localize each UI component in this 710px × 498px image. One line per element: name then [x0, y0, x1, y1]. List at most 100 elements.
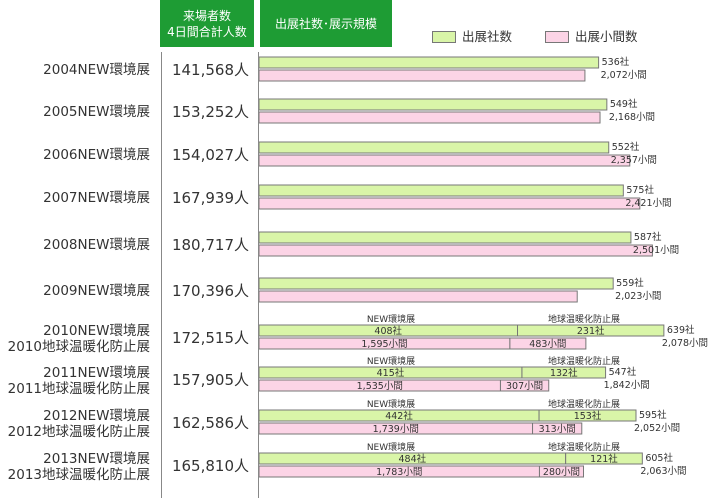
row-label-sub: 2010地球温暖化防止展 [8, 339, 150, 355]
visitors-value: 153,252人 [172, 103, 249, 121]
legend-companies-swatch [432, 31, 456, 43]
companies-total-label: 595社 [639, 409, 667, 421]
booths-bar-right [509, 337, 587, 350]
companies-left-value: 408社 [374, 325, 402, 337]
row-label: 2007NEW環境展 [43, 190, 150, 206]
segment-name-left: NEW環境展 [367, 441, 415, 453]
companies-bar-right [538, 409, 637, 422]
companies-left-value: 484社 [399, 453, 427, 465]
row-label-sub: 2013地球温暖化防止展 [8, 467, 150, 483]
row-label: 2005NEW環境展 [43, 104, 150, 120]
visitors-value: 170,396人 [172, 282, 249, 300]
visitors-value: 172,515人 [172, 329, 249, 347]
row-label: 2006NEW環境展 [43, 147, 150, 163]
companies-total-label: 639社 [667, 324, 695, 336]
segment-name-right: 地球温暖化防止展 [548, 355, 620, 367]
booths-total-label: 2,052小間 [634, 423, 680, 434]
booths-value-label: 2,421小間 [625, 198, 671, 209]
booths-bar [258, 290, 578, 303]
segment-name-left: NEW環境展 [367, 398, 415, 410]
booths-left-value: 1,783小間 [376, 467, 422, 478]
booths-bar [258, 69, 586, 82]
booths-bar [258, 154, 631, 167]
companies-bar [258, 141, 610, 154]
booths-bar-right [499, 379, 550, 392]
booths-right-value: 280小間 [543, 467, 580, 478]
companies-bar-right [565, 452, 643, 465]
booths-bar-right [532, 422, 583, 435]
visitors-column-header: 来場者数 4日間合計人数 [160, 0, 254, 47]
legend-companies: 出展社数 [432, 29, 512, 45]
booths-total-label: 2,063小間 [640, 466, 686, 477]
booths-value-label: 2,357小間 [611, 155, 657, 166]
bar-axis [258, 52, 259, 498]
companies-value-label: 575社 [626, 184, 654, 196]
companies-value-label: 559社 [616, 277, 644, 289]
row-label-sub: 2012地球温暖化防止展 [8, 424, 150, 440]
visitors-value: 157,905人 [172, 371, 249, 389]
companies-value-label: 536社 [602, 56, 630, 68]
companies-value-label: 549社 [610, 98, 638, 110]
booths-left-value: 1,535小間 [357, 381, 403, 392]
companies-bar [258, 231, 632, 244]
companies-bar-right [521, 366, 607, 379]
row-label: 2008NEW環境展 [43, 237, 150, 253]
companies-left-value: 442社 [385, 410, 413, 422]
booths-value-label: 2,072小間 [601, 70, 647, 81]
visitors-value: 167,939人 [172, 189, 249, 207]
row-label: 2009NEW環境展 [43, 283, 150, 299]
companies-bar [258, 98, 608, 111]
exhibit-column-header: 出展社数･展示規模 [260, 0, 392, 47]
booths-bar [258, 111, 601, 124]
companies-bar [258, 56, 600, 69]
segment-name-right: 地球温暖化防止展 [548, 398, 620, 410]
companies-bar-right [517, 324, 665, 337]
legend-booths: 出展小間数 [545, 29, 638, 45]
booths-left-value: 1,595小間 [361, 339, 407, 350]
visitors-header-line1: 来場者数 [182, 8, 231, 23]
segment-name-right: 地球温暖化防止展 [548, 313, 620, 325]
visitors-value: 154,027人 [172, 146, 249, 164]
row-label: 2012NEW環境展 [43, 408, 150, 424]
column-divider [161, 52, 162, 498]
booths-right-value: 307小間 [506, 381, 543, 392]
visitors-value: 141,568人 [172, 61, 249, 79]
segment-name-left: NEW環境展 [367, 313, 415, 325]
visitors-value: 165,810人 [172, 457, 249, 475]
booths-bar [258, 197, 641, 210]
booths-bar [258, 244, 653, 257]
companies-total-label: 547社 [609, 366, 637, 378]
legend-booths-label: 出展小間数 [575, 29, 638, 44]
visitors-value: 180,717人 [172, 236, 249, 254]
exhibit-header-label: 出展社数･展示規模 [274, 16, 377, 31]
booths-bar-right [538, 465, 585, 478]
segment-name-left: NEW環境展 [367, 355, 415, 367]
companies-total-label: 605社 [645, 452, 673, 464]
booths-left-value: 1,739小間 [373, 424, 419, 435]
segment-name-right: 地球温暖化防止展 [548, 441, 620, 453]
companies-value-label: 587社 [634, 231, 662, 243]
row-label-sub: 2011地球温暖化防止展 [8, 381, 150, 397]
legend-booths-swatch [545, 31, 569, 43]
companies-right-value: 153社 [574, 410, 602, 422]
companies-left-value: 415社 [377, 367, 405, 379]
booths-value-label: 2,168小間 [609, 112, 655, 123]
companies-bar [258, 277, 614, 290]
booths-value-label: 2,023小間 [615, 291, 661, 302]
row-label: 2013NEW環境展 [43, 451, 150, 467]
companies-right-value: 121社 [590, 453, 618, 465]
row-label: 2011NEW環境展 [43, 365, 150, 381]
visitors-header-line2: 4日間合計人数 [167, 24, 247, 39]
booths-value-label: 2,501小間 [633, 245, 679, 256]
booths-right-value: 483小間 [529, 339, 566, 350]
legend-companies-label: 出展社数 [462, 29, 513, 44]
companies-right-value: 231社 [577, 325, 605, 337]
row-label: 2004NEW環境展 [43, 62, 150, 78]
companies-right-value: 132社 [550, 367, 578, 379]
row-label: 2010NEW環境展 [43, 323, 150, 339]
booths-total-label: 1,842小間 [604, 380, 650, 391]
companies-value-label: 552社 [612, 141, 640, 153]
booths-right-value: 313小間 [539, 424, 576, 435]
booths-total-label: 2,078小間 [662, 338, 708, 349]
